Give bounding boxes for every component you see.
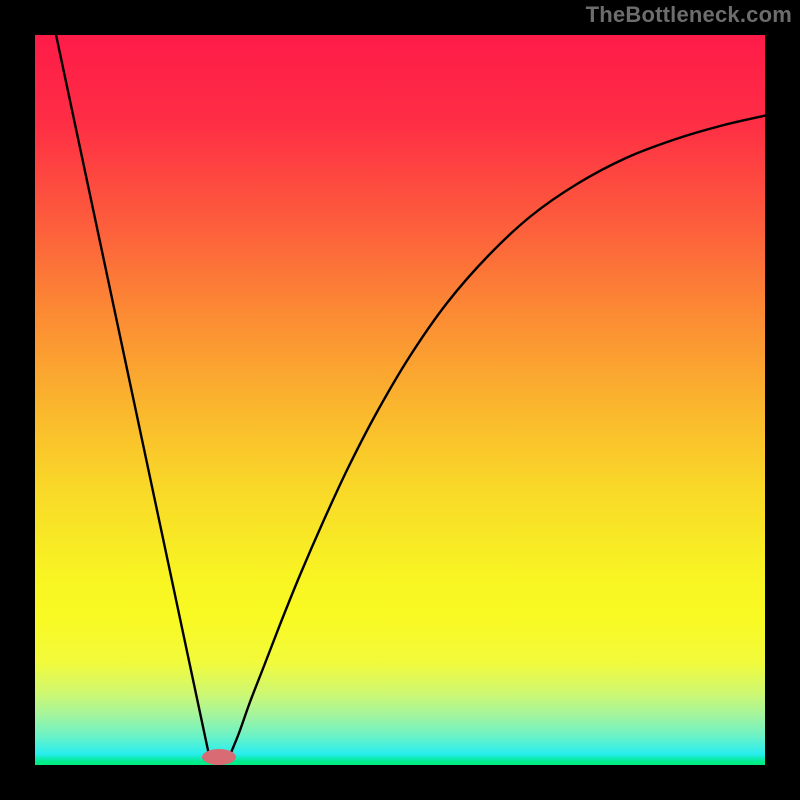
- attribution-text: TheBottleneck.com: [586, 2, 792, 28]
- plot-background: [35, 35, 765, 765]
- bottleneck-chart: [0, 0, 800, 800]
- optimum-marker: [202, 749, 236, 765]
- chart-container: TheBottleneck.com: [0, 0, 800, 800]
